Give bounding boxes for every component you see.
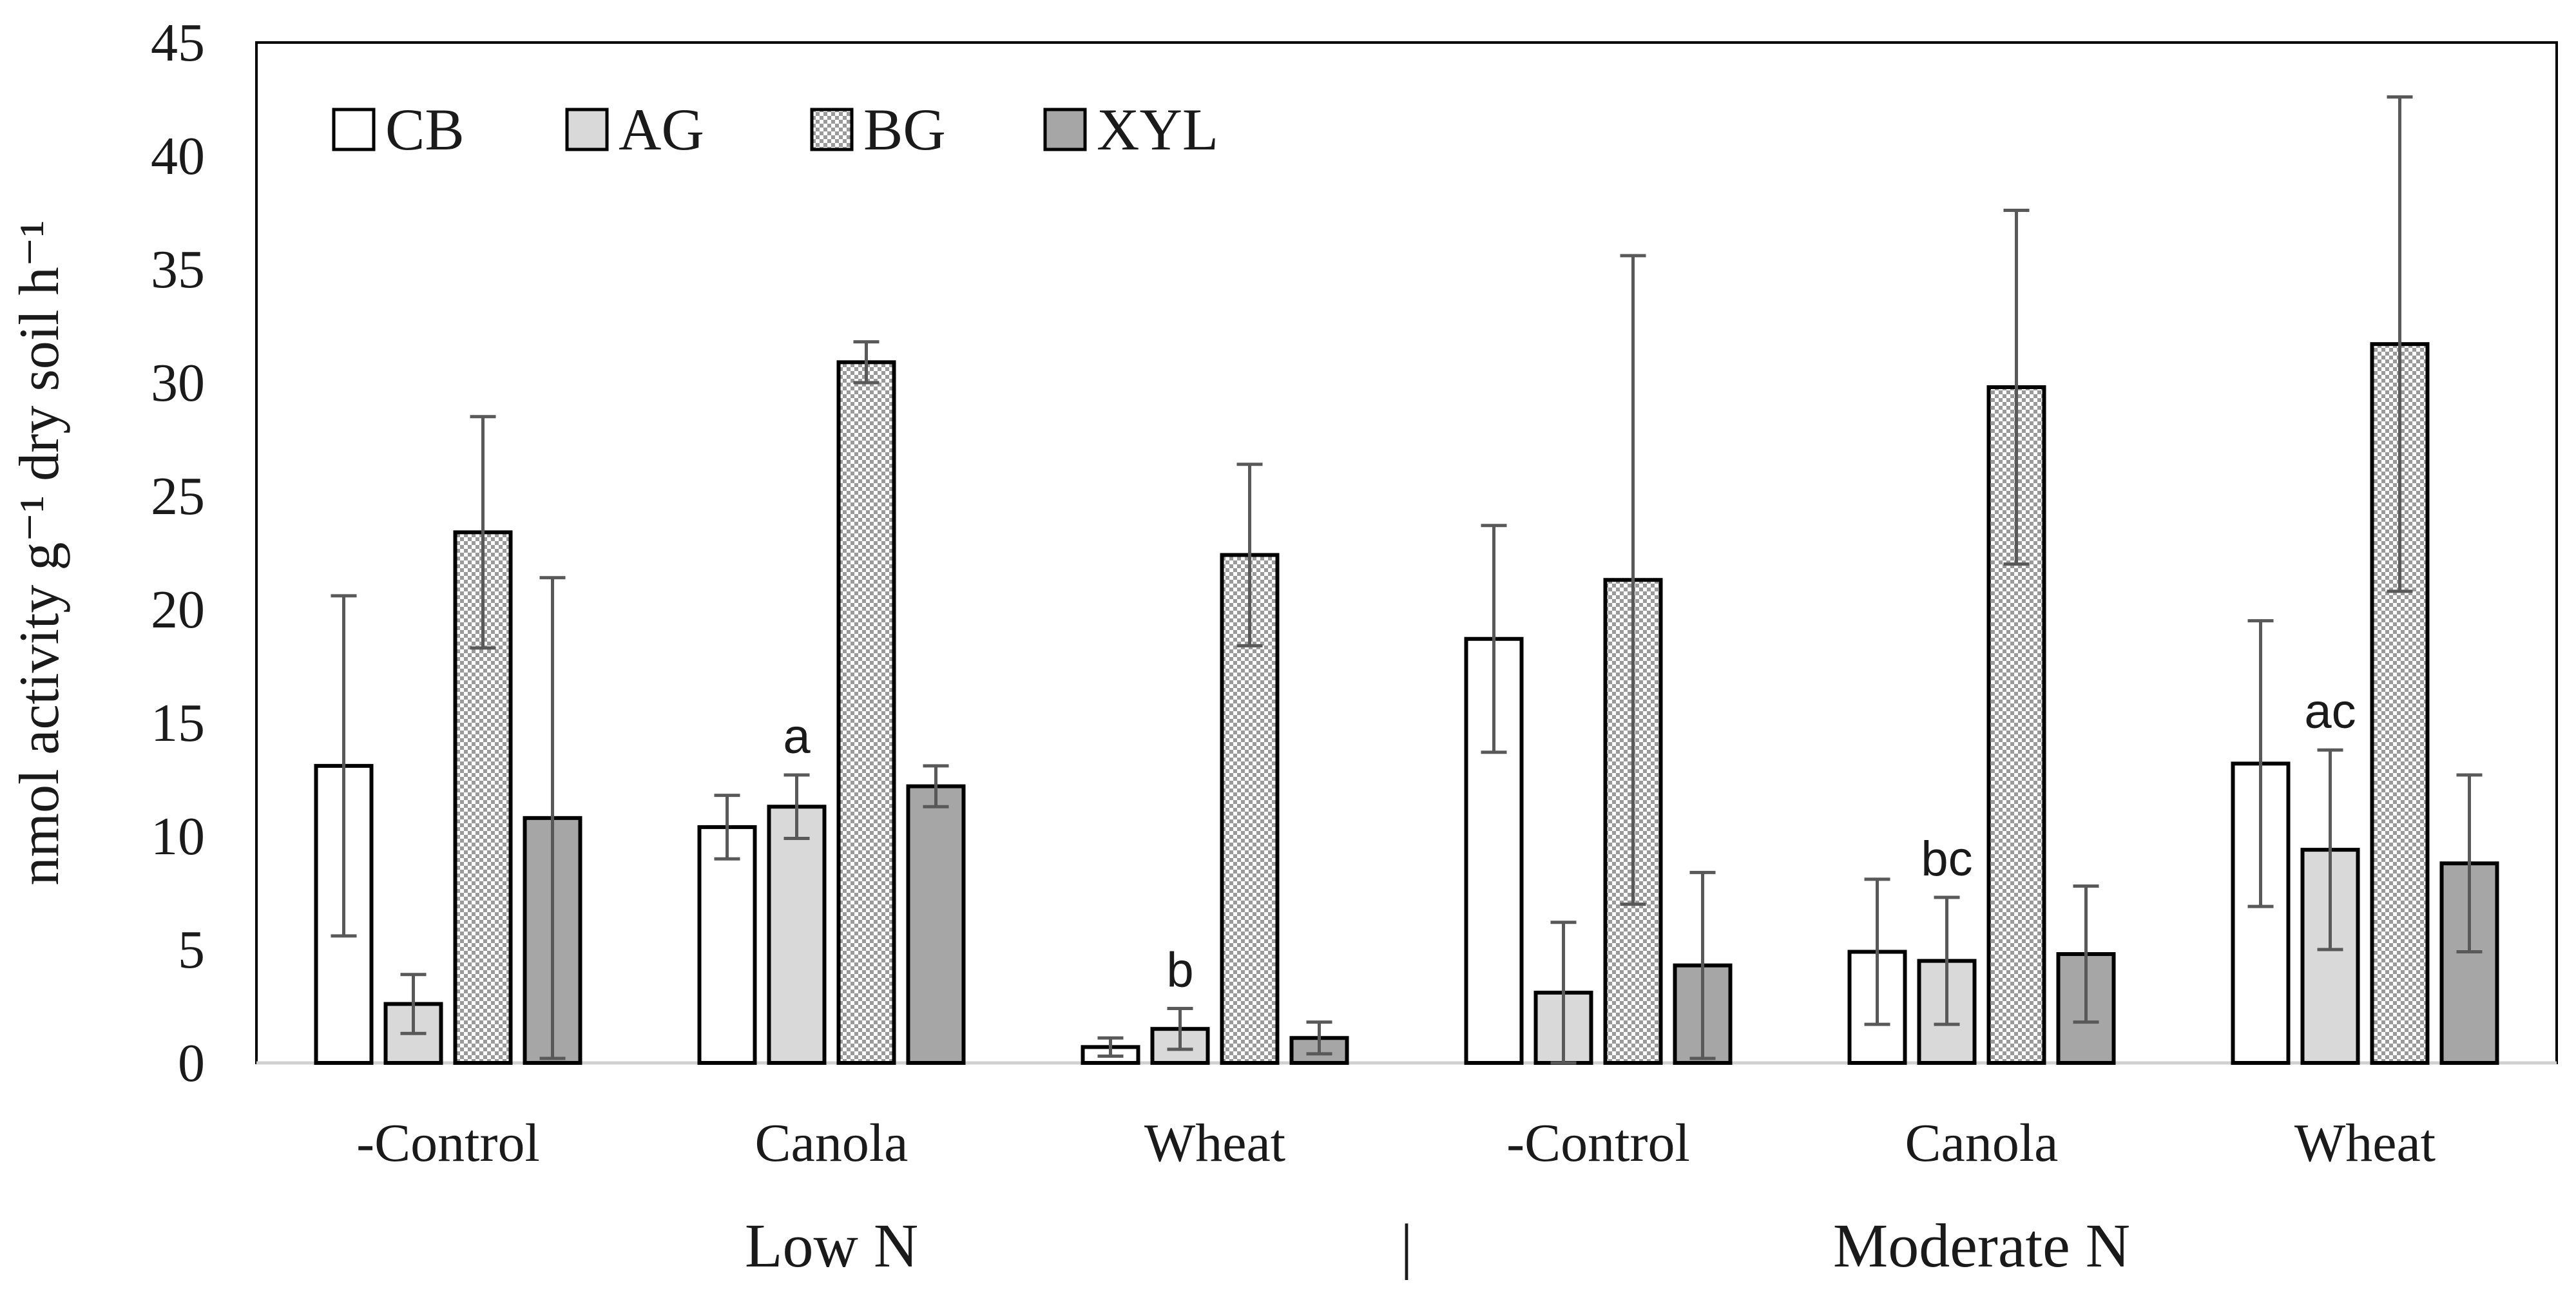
annotations-layer: a b bc ac [783,684,2356,997]
y-tick-label: 0 [178,1033,205,1093]
significance-label: bc [1921,832,1972,886]
bar-ag [767,805,827,1065]
x-category-label: Wheat [2294,1113,2436,1173]
bar-cb [697,825,757,1065]
x-category-label: Wheat [1144,1113,1285,1173]
legend-label-ag: AG [619,97,704,162]
y-tick-label: 25 [151,466,205,526]
legend-label-cb: CB [385,97,465,162]
y-axis-ticks: 0 5 10 15 20 25 30 35 40 45 [151,13,205,1093]
significance-label: b [1166,943,1193,998]
y-tick-label: 45 [151,13,205,73]
legend-swatch-bg [810,108,854,151]
y-tick-label: 10 [151,807,205,866]
group-label: Low N [745,1211,918,1280]
x-category-label: Canola [1905,1113,2059,1173]
y-tick-label: 20 [151,580,205,640]
bar-bg [836,360,896,1065]
legend-label-xyl: XYL [1097,97,1218,162]
y-tick-label: 35 [151,240,205,300]
legend-label-bg: BG [863,97,946,162]
legend: CB AG BG XYL [332,97,1218,162]
y-tick-label: 5 [178,920,205,980]
legend-swatch-ag [565,108,609,151]
y-tick-label: 30 [151,353,205,413]
x-category-label: Canola [755,1113,908,1173]
x-category-label: -Control [356,1113,540,1173]
x-axis-labels: -Control Canola Wheat -Control Canola Wheat [356,1113,2436,1173]
legend-swatch-xyl [1043,108,1087,151]
group-label: Moderate N [1833,1211,2130,1280]
group-labels: Low N Moderate N | [745,1211,2130,1280]
y-axis-label: nmol activity g⁻¹ dry soil h⁻¹ [8,220,71,886]
legend-swatch-cb [332,108,376,151]
x-category-label: -Control [1506,1113,1690,1173]
significance-label: ac [2304,684,2356,739]
group-separator: | [1400,1211,1412,1280]
y-tick-label: 15 [151,693,205,753]
plot-frame [255,41,2558,1064]
y-tick-label: 40 [151,126,205,186]
error-bars-layer [331,95,2483,1065]
bar-xyl [906,784,966,1065]
significance-label: a [783,709,811,764]
bars-layer [314,342,2499,1065]
